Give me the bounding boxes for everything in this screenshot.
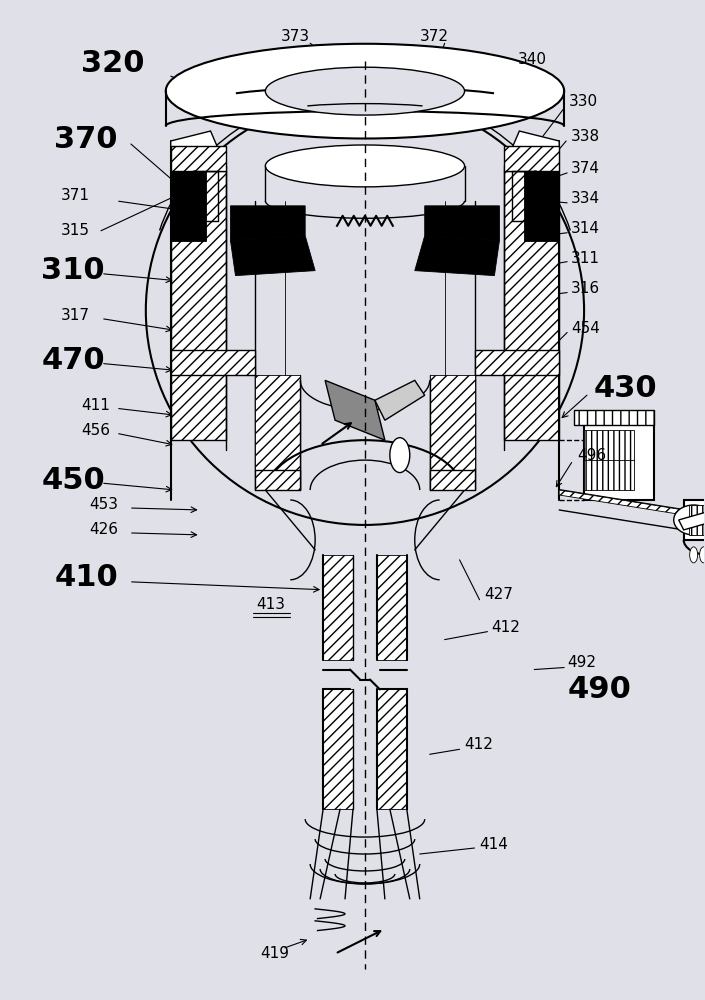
Polygon shape xyxy=(574,410,654,425)
Polygon shape xyxy=(504,131,559,171)
Polygon shape xyxy=(171,131,226,171)
Polygon shape xyxy=(231,236,315,276)
Polygon shape xyxy=(689,505,705,535)
Text: 340: 340 xyxy=(517,52,546,67)
Text: 450: 450 xyxy=(41,466,105,495)
Text: 413: 413 xyxy=(256,597,285,612)
Text: 311: 311 xyxy=(571,251,600,266)
Polygon shape xyxy=(323,689,353,809)
Polygon shape xyxy=(325,380,385,440)
Ellipse shape xyxy=(674,505,705,535)
Text: 373: 373 xyxy=(281,29,309,44)
Polygon shape xyxy=(231,206,305,241)
Polygon shape xyxy=(584,420,654,500)
Polygon shape xyxy=(424,206,499,241)
Text: 330: 330 xyxy=(569,94,599,109)
Text: 316: 316 xyxy=(571,281,600,296)
Text: 411: 411 xyxy=(81,398,110,413)
Text: 490: 490 xyxy=(567,675,631,704)
Text: 320: 320 xyxy=(81,49,145,78)
Ellipse shape xyxy=(689,547,698,563)
Polygon shape xyxy=(504,171,559,440)
Polygon shape xyxy=(377,555,407,660)
Text: 315: 315 xyxy=(61,223,90,238)
Text: 419: 419 xyxy=(260,946,289,961)
Polygon shape xyxy=(525,156,559,241)
Text: 430: 430 xyxy=(594,374,658,403)
Text: 496: 496 xyxy=(577,448,606,463)
Text: 334: 334 xyxy=(571,191,600,206)
Polygon shape xyxy=(429,375,474,480)
Text: 470: 470 xyxy=(41,346,105,375)
Polygon shape xyxy=(415,236,499,276)
Polygon shape xyxy=(679,500,705,530)
Polygon shape xyxy=(584,430,634,490)
Polygon shape xyxy=(429,470,474,490)
Text: 371: 371 xyxy=(61,188,90,203)
Text: 412: 412 xyxy=(465,737,494,752)
Text: 414: 414 xyxy=(479,837,508,852)
Text: 492: 492 xyxy=(567,655,596,670)
Polygon shape xyxy=(559,490,684,515)
Polygon shape xyxy=(171,171,226,440)
Text: 412: 412 xyxy=(491,620,520,635)
Polygon shape xyxy=(171,156,206,241)
Polygon shape xyxy=(171,146,226,171)
Polygon shape xyxy=(255,375,300,480)
Ellipse shape xyxy=(265,145,465,187)
Text: 454: 454 xyxy=(571,321,600,336)
Text: 317: 317 xyxy=(61,308,90,323)
Text: 310: 310 xyxy=(41,256,105,285)
Polygon shape xyxy=(474,350,559,375)
Ellipse shape xyxy=(265,67,465,115)
Polygon shape xyxy=(684,500,705,540)
Text: 456: 456 xyxy=(81,423,110,438)
Polygon shape xyxy=(323,555,353,660)
Text: 372: 372 xyxy=(420,29,449,44)
Text: 427: 427 xyxy=(484,587,513,602)
Ellipse shape xyxy=(166,44,564,139)
Polygon shape xyxy=(375,380,424,420)
Ellipse shape xyxy=(699,547,705,563)
Polygon shape xyxy=(255,470,300,490)
Text: 370: 370 xyxy=(54,125,118,154)
Text: 410: 410 xyxy=(54,563,118,592)
Ellipse shape xyxy=(390,438,410,473)
Polygon shape xyxy=(171,350,255,375)
Polygon shape xyxy=(377,689,407,809)
Text: 338: 338 xyxy=(571,129,600,144)
Text: 374: 374 xyxy=(571,161,600,176)
Text: 453: 453 xyxy=(89,497,118,512)
Polygon shape xyxy=(504,146,559,171)
Text: 314: 314 xyxy=(571,221,600,236)
Text: 426: 426 xyxy=(89,522,118,537)
